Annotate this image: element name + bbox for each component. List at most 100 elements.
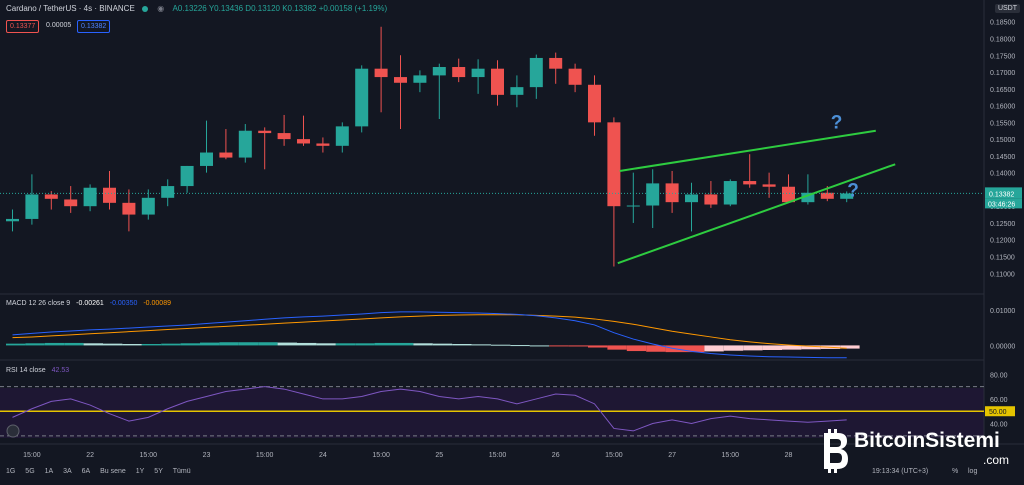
macd-histogram-bar <box>588 345 608 348</box>
macd-value-2: -0.00350 <box>109 300 138 307</box>
range-1a[interactable]: 1A <box>44 468 54 475</box>
trendline[interactable] <box>619 129 876 172</box>
time-axis-label: 15:00 <box>256 452 274 459</box>
macd-histogram-bar <box>704 345 724 352</box>
annotations-layer: ?? <box>617 113 896 265</box>
candle-body[interactable] <box>432 67 446 76</box>
candles-layer <box>0 26 984 267</box>
sell-price-box[interactable]: 0.13377 <box>6 20 40 33</box>
price-axis-tick: 0.14500 <box>990 154 1015 161</box>
candle-body[interactable] <box>297 139 310 144</box>
candle-body[interactable] <box>607 122 621 207</box>
range-1g[interactable]: 1G <box>6 468 16 475</box>
rsi-legend[interactable]: RSI 14 close 42.53 <box>6 367 69 374</box>
candle-body[interactable] <box>529 57 543 88</box>
watermark-brand: BitcoinSistemi <box>854 429 1000 452</box>
candle-body[interactable] <box>219 152 233 158</box>
candle-body[interactable] <box>374 68 388 78</box>
candle-body[interactable] <box>626 205 640 207</box>
range-5g[interactable]: 5G <box>25 468 35 475</box>
range-1y[interactable]: 1Y <box>135 468 145 475</box>
price-axis-tick: 0.14000 <box>990 171 1015 178</box>
candle-body[interactable] <box>161 186 175 198</box>
candle-body[interactable] <box>568 68 582 85</box>
candle-body[interactable] <box>762 184 776 187</box>
range-5y[interactable]: 5Y <box>154 468 163 475</box>
candle-body[interactable] <box>723 181 737 205</box>
candle-body[interactable] <box>452 67 466 78</box>
candle-body[interactable] <box>122 202 136 215</box>
price-axis-tick: 0.15000 <box>990 137 1015 144</box>
candle-body[interactable] <box>44 194 58 199</box>
macd-histogram-bar <box>743 345 763 351</box>
candle-body[interactable] <box>801 192 815 203</box>
symbol-title[interactable]: Cardano / TetherUS · 4s · BINANCE <box>6 4 135 13</box>
macd-histogram-bar <box>122 344 142 346</box>
candle-body[interactable] <box>394 77 407 83</box>
price-axis-tick: 0.17000 <box>990 70 1015 77</box>
candle-body[interactable] <box>685 194 698 203</box>
candle-body[interactable] <box>588 84 601 123</box>
range-all[interactable]: Tümü <box>172 468 191 475</box>
rsi-band <box>0 388 984 438</box>
candle-body[interactable] <box>200 152 213 166</box>
eye-icon[interactable]: ◉ <box>157 4 165 13</box>
macd-histogram-bar <box>801 345 821 350</box>
price-axis-tick: 0.16000 <box>990 104 1015 111</box>
macd-histogram-bar <box>200 342 220 346</box>
candle-body[interactable] <box>471 68 485 78</box>
macd-histogram-bar <box>161 343 181 346</box>
candle-body[interactable] <box>840 193 854 199</box>
range-ytd[interactable]: Bu sene <box>100 468 126 475</box>
macd-histogram-bar <box>258 342 278 346</box>
candle-body[interactable] <box>549 57 563 69</box>
macd-histogram-bar <box>413 343 433 346</box>
macd-histogram-bar <box>607 345 627 350</box>
candle-body[interactable] <box>491 68 504 95</box>
rsi-pane[interactable]: 80.00 60.00 40.00 50.00 <box>0 372 1015 438</box>
candle-body[interactable] <box>335 126 349 146</box>
clock[interactable]: 19:13:34 (UTC+3) <box>872 468 929 475</box>
macd-value-3: -0.00089 <box>143 300 171 307</box>
range-6a[interactable]: 6A <box>81 468 91 475</box>
buy-price-box[interactable]: 0.13382 <box>77 20 111 33</box>
macd-value-1: -0.00261 <box>76 300 104 307</box>
candle-body[interactable] <box>510 87 524 95</box>
time-axis-label: 23 <box>203 452 211 459</box>
macd-pane[interactable]: 0.01000 0.00000 <box>6 308 1015 359</box>
bitcoin-logo-icon <box>824 429 848 473</box>
candle-body[interactable] <box>665 183 679 203</box>
price-axis-tick: 0.11500 <box>990 254 1015 261</box>
candle-body[interactable] <box>258 130 272 134</box>
candle-body[interactable] <box>64 199 78 207</box>
candle-body[interactable] <box>743 181 757 185</box>
candle-body[interactable] <box>83 187 97 207</box>
candle-body[interactable] <box>704 194 718 205</box>
candle-body[interactable] <box>141 197 155 215</box>
macd-histogram-bar <box>782 345 802 350</box>
cloud-icon[interactable] <box>6 424 20 438</box>
trendline[interactable] <box>617 163 896 265</box>
percent-toggle[interactable]: % <box>952 468 959 475</box>
rsi-axis-tick: 80.00 <box>990 372 1008 379</box>
candle-body[interactable] <box>355 68 369 127</box>
macd-histogram-bar <box>471 344 491 346</box>
candle-body[interactable] <box>103 187 116 203</box>
macd-histogram-bar <box>374 342 394 346</box>
log-toggle[interactable]: log <box>968 468 978 475</box>
candle-body[interactable] <box>782 186 795 203</box>
range-3a[interactable]: 3A <box>63 468 72 475</box>
candle-body[interactable] <box>316 143 330 146</box>
currency-label[interactable]: USDT <box>994 4 1020 13</box>
candle-body[interactable] <box>238 130 252 158</box>
candle-body[interactable] <box>6 218 19 222</box>
candle-body[interactable] <box>413 75 427 83</box>
time-axis-label: 15:00 <box>140 452 158 459</box>
macd-legend[interactable]: MACD 12 26 close 9 -0.00261 -0.00350 -0.… <box>6 300 171 307</box>
candle-body[interactable] <box>277 133 291 140</box>
candle-body[interactable] <box>646 183 660 206</box>
candle-body[interactable] <box>180 165 194 187</box>
candle-body[interactable] <box>25 194 39 219</box>
candle-body[interactable] <box>820 192 834 199</box>
